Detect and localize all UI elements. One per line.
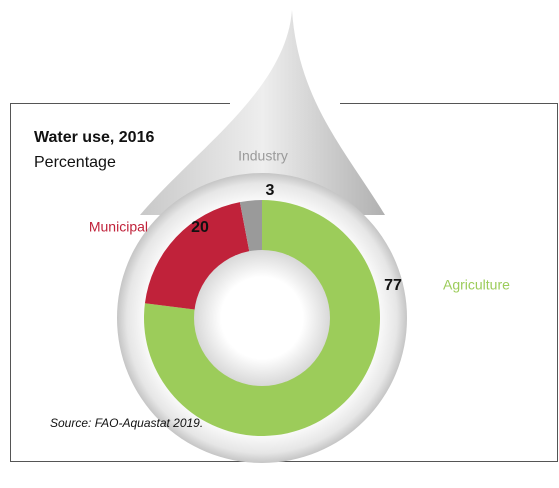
value-label: 77 bbox=[384, 277, 402, 294]
category-label: Agriculture bbox=[443, 277, 510, 293]
chart-title: Water use, 2016 bbox=[34, 129, 154, 146]
source-note: Source: FAO-Aquastat 2019. bbox=[50, 416, 203, 430]
category-label: Municipal bbox=[89, 219, 148, 235]
value-label: 20 bbox=[191, 219, 209, 236]
donut-segment bbox=[143, 200, 381, 436]
donut-segment bbox=[144, 202, 250, 310]
category-label: Industry bbox=[238, 148, 288, 164]
frame bbox=[10, 103, 558, 462]
donut-segment bbox=[239, 200, 262, 253]
chart-subtitle: Percentage bbox=[34, 154, 116, 171]
value-label: 3 bbox=[266, 182, 275, 199]
donut-hole bbox=[194, 250, 330, 386]
